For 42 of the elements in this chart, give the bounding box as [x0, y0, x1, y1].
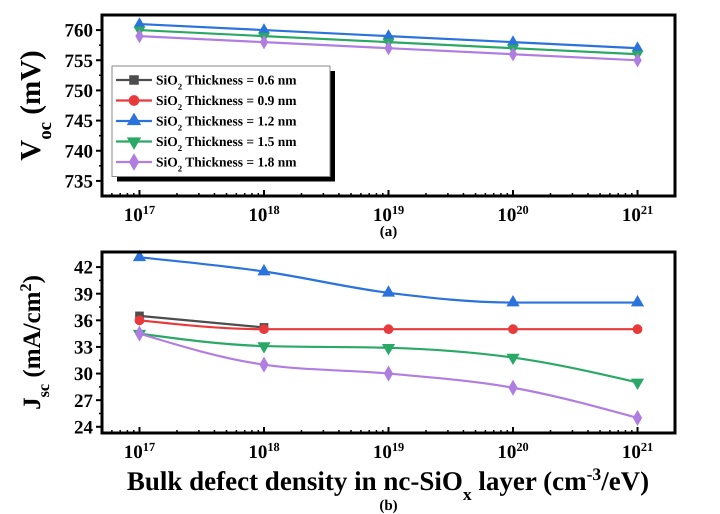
point	[506, 354, 520, 366]
point	[382, 344, 396, 356]
y-tick-label: 30	[74, 364, 93, 386]
x-tick-label: 10$^{20}$	[497, 440, 529, 463]
point	[259, 324, 269, 334]
x-tick-label: 10$^{19}$	[372, 440, 404, 463]
x-tick-label: 10$^{18}$	[248, 440, 280, 463]
y-tick-label: 27	[74, 390, 94, 412]
x-tick-label: 10$^{17}$	[124, 203, 156, 226]
x-tick-label: 10$^{19}$	[372, 203, 404, 226]
point	[257, 342, 271, 354]
legend-label: SiO$_{2}$ Thickness = 1.2 nm	[156, 114, 298, 133]
x-tick-label: 10$^{17}$	[124, 440, 156, 463]
point	[134, 315, 144, 326]
point	[508, 324, 518, 334]
x-tick-label: 10$^{21}$	[622, 203, 654, 226]
point	[632, 324, 642, 334]
y-tick-label: 39	[74, 284, 93, 306]
x-tick-label: 10$^{20}$	[497, 203, 529, 226]
y-tick-label: 36	[74, 310, 93, 332]
x-tick-label: 10$^{18}$	[248, 203, 280, 226]
point	[384, 324, 394, 334]
x-tick-label: 10$^{21}$	[622, 440, 654, 463]
point	[506, 294, 520, 306]
y-tick-label: 42	[74, 258, 93, 279]
y-tick-label: 745	[64, 111, 93, 132]
y-tick-label: 750	[64, 81, 93, 102]
point	[382, 285, 396, 297]
y-tick-label: 735	[64, 172, 93, 193]
legend-label: SiO$_{2}$ Thickness = 0.6 nm	[156, 72, 298, 92]
y-tick-label: 740	[64, 141, 93, 162]
point	[630, 294, 644, 306]
y-tick-label: 24	[74, 417, 94, 438]
legend-label: SiO$_{2}$ Thickness = 1.8 nm	[156, 154, 298, 174]
point	[257, 264, 271, 276]
text: (a)	[380, 224, 398, 240]
y-tick-label: 755	[64, 50, 93, 72]
y-tick-label: 33	[74, 338, 93, 359]
legend-label: SiO$_{2}$ Thickness = 1.5 nm	[156, 134, 298, 154]
y-tick-label: 760	[64, 20, 93, 42]
point	[630, 378, 644, 390]
legend-label: SiO$_{2}$ Thickness = 0.9 nm	[156, 93, 298, 112]
